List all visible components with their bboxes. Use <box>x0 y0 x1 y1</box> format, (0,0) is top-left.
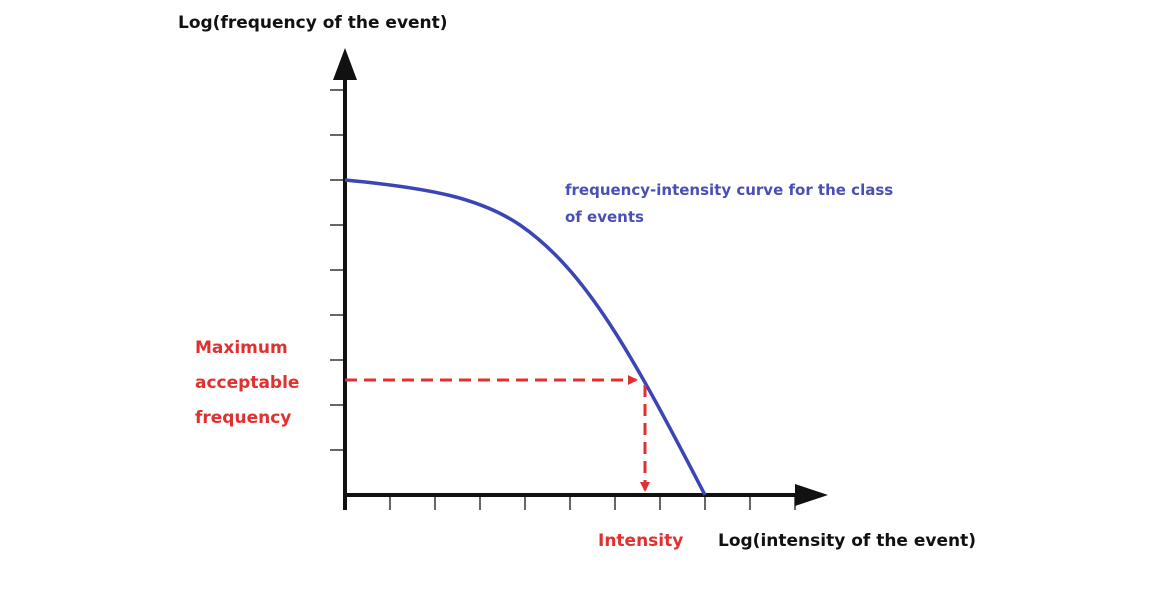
x-axis-arrow <box>795 484 828 506</box>
threshold-label: Maximum <box>195 338 288 358</box>
x-axis-label: Log(intensity of the event) <box>718 531 976 551</box>
intensity-label: Intensity <box>598 531 683 551</box>
ticks <box>330 89 796 510</box>
curve-label: of events <box>565 208 644 226</box>
y-axis-arrow <box>333 48 357 80</box>
y-axis-label: Log(frequency of the event) <box>178 13 448 33</box>
threshold-label: frequency <box>195 408 291 428</box>
frequency-intensity-curve <box>344 178 707 496</box>
threshold-label: acceptable <box>195 373 299 393</box>
curve-label: frequency-intensity curve for the class <box>565 181 893 199</box>
